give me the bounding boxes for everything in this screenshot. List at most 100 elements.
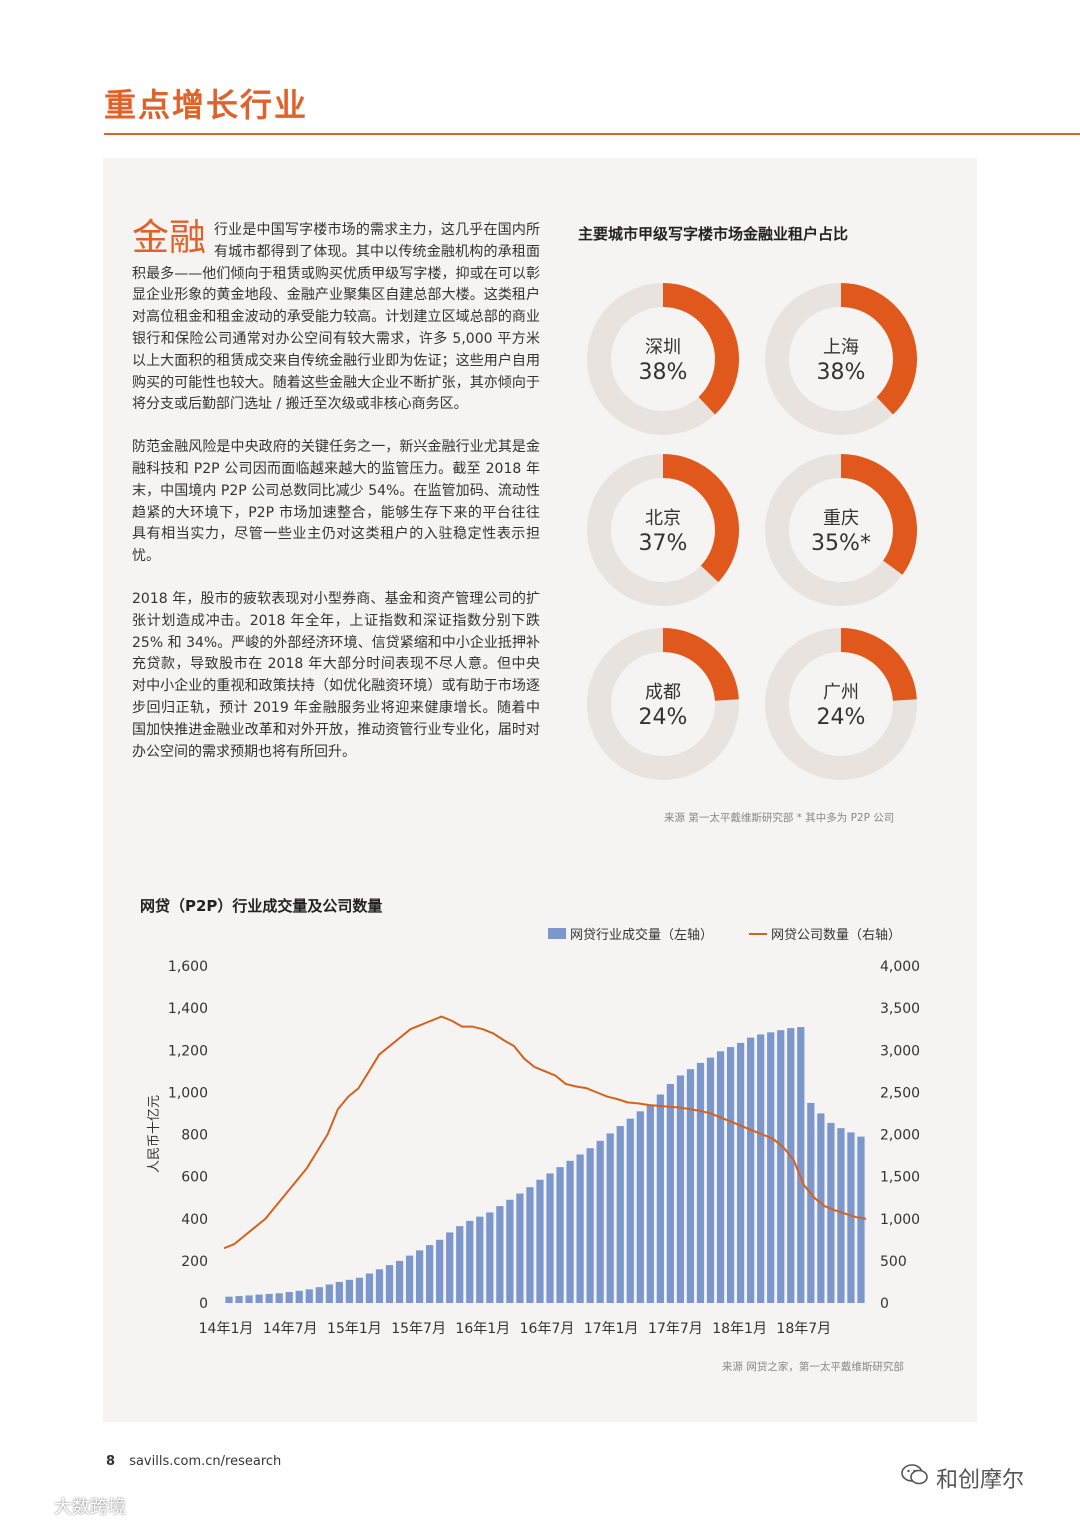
y-tick-label: 1,400	[168, 1001, 208, 1017]
donut-city-label: 成都	[645, 682, 681, 703]
article-paragraph: 金融 行业是中国写字楼市场的需求主力，这几乎在国内所有城市都得到了体现。其中以传统…	[132, 218, 540, 416]
bar	[365, 1273, 374, 1303]
y-tick-label: 0	[199, 1296, 208, 1312]
y2-tick-label: 500	[880, 1254, 907, 1270]
y2-tick-label: 3,000	[880, 1043, 920, 1059]
donut-slice	[587, 628, 739, 780]
y-tick-label: 1,200	[168, 1043, 208, 1059]
chart-legend: 网贷行业成交量（左轴） 网贷公司数量（右轴）	[548, 924, 901, 943]
donut-slice	[765, 628, 917, 780]
bar	[265, 1293, 273, 1303]
bar	[506, 1199, 514, 1303]
donut-value-label: 24%	[817, 705, 866, 730]
bar	[777, 1030, 785, 1303]
bar	[476, 1216, 484, 1303]
watermark-left: 大数跨境	[8, 1492, 126, 1519]
bar	[285, 1292, 293, 1303]
bar	[767, 1032, 775, 1303]
bar	[827, 1122, 835, 1303]
x-tick-label: 14年1月	[199, 1321, 254, 1337]
bar	[235, 1296, 243, 1303]
page-title: 重点增长行业	[104, 86, 309, 124]
bar	[596, 1140, 604, 1303]
bar	[375, 1269, 384, 1303]
bar	[747, 1037, 755, 1303]
watermark-left-text: 大数跨境	[54, 1496, 126, 1518]
bar	[295, 1290, 303, 1303]
bar	[405, 1255, 414, 1303]
donut-slice	[765, 283, 917, 435]
bar	[606, 1133, 614, 1303]
x-tick-label: 17年1月	[584, 1321, 639, 1337]
donut-slice	[587, 454, 739, 606]
bar	[466, 1220, 474, 1303]
y2-tick-label: 1,000	[880, 1212, 920, 1228]
donut-city-label: 深圳	[645, 337, 681, 358]
x-tick-label: 15年1月	[327, 1321, 382, 1337]
y-tick-label: 800	[181, 1128, 208, 1144]
bar	[426, 1245, 434, 1303]
y-tick-label: 200	[181, 1254, 208, 1270]
bar	[516, 1193, 524, 1303]
y-axis-label: 人民币十亿元	[147, 1095, 162, 1173]
bar	[576, 1154, 584, 1303]
bar	[526, 1187, 534, 1303]
y2-tick-label: 0	[880, 1296, 889, 1312]
article-text: 行业是中国写字楼市场的需求主力，这几乎在国内所有城市都得到了体现。其中以传统金融…	[132, 222, 540, 413]
page-number: 8	[106, 1454, 116, 1469]
combo-chart: 0 200 400 600 800 1,000 1,200 1,400 1,600 0 500 1,0…	[147, 959, 920, 1337]
x-tick-label: 18年1月	[712, 1321, 767, 1337]
y2-tick-label: 4,000	[880, 959, 920, 975]
bar	[646, 1105, 654, 1303]
y2-tick-label: 2,000	[880, 1128, 920, 1144]
x-tick-label: 16年7月	[520, 1321, 575, 1337]
donut-city-label: 上海	[823, 337, 859, 358]
bar	[666, 1083, 674, 1303]
bar	[255, 1294, 263, 1303]
bar	[787, 1028, 795, 1303]
legend-swatch-line	[749, 932, 768, 935]
bar	[385, 1265, 394, 1303]
x-tick-label: 14年7月	[263, 1321, 318, 1337]
bar	[656, 1094, 664, 1303]
donut-value-label: 35%*	[811, 531, 871, 556]
bar	[797, 1027, 805, 1303]
y2-tick-label: 1,500	[880, 1170, 920, 1186]
bar	[245, 1295, 253, 1303]
legend-label-bar: 网贷行业成交量（左轴）	[570, 928, 714, 943]
bar	[566, 1160, 574, 1303]
bar	[676, 1075, 685, 1303]
bar	[225, 1296, 233, 1303]
y2-tick-label: 2,500	[880, 1085, 920, 1101]
watermark-right: 和创摩尔	[900, 1462, 1024, 1494]
bar	[486, 1212, 494, 1303]
bar	[325, 1284, 333, 1303]
bar	[847, 1132, 855, 1303]
bar	[546, 1173, 554, 1303]
donut-city-label: 广州	[823, 682, 859, 703]
x-tick-label: 15年7月	[391, 1321, 446, 1337]
x-tick-label: 16年1月	[455, 1321, 510, 1337]
bar	[616, 1126, 624, 1303]
footer: 8 savills.com.cn/research	[106, 1454, 281, 1469]
donut-slice	[765, 454, 917, 606]
donut-source-note: 来源 第一太平戴维斯研究部 * 其中多为 P2P 公司	[664, 812, 895, 824]
bar	[807, 1102, 815, 1303]
bar	[636, 1111, 644, 1303]
combo-source-note: 来源 网贷之家，第一太平戴维斯研究部	[722, 1361, 904, 1373]
y-tick-label: 1,000	[168, 1085, 208, 1101]
bar	[335, 1281, 343, 1303]
donut-slice	[587, 283, 739, 435]
donut-city-label: 重庆	[823, 508, 859, 529]
y-tick-label: 1,600	[168, 959, 208, 975]
legend-label-line: 网贷公司数量（右轴）	[771, 928, 902, 943]
article-paragraph: 防范金融风险是中央政府的关键任务之一，新兴金融行业尤其是金融科技和 P2P 公司…	[132, 439, 540, 565]
donut-value-label: 37%	[639, 531, 688, 556]
bar	[496, 1206, 504, 1303]
footer-url[interactable]: savills.com.cn/research	[129, 1454, 282, 1469]
bar	[456, 1226, 464, 1303]
